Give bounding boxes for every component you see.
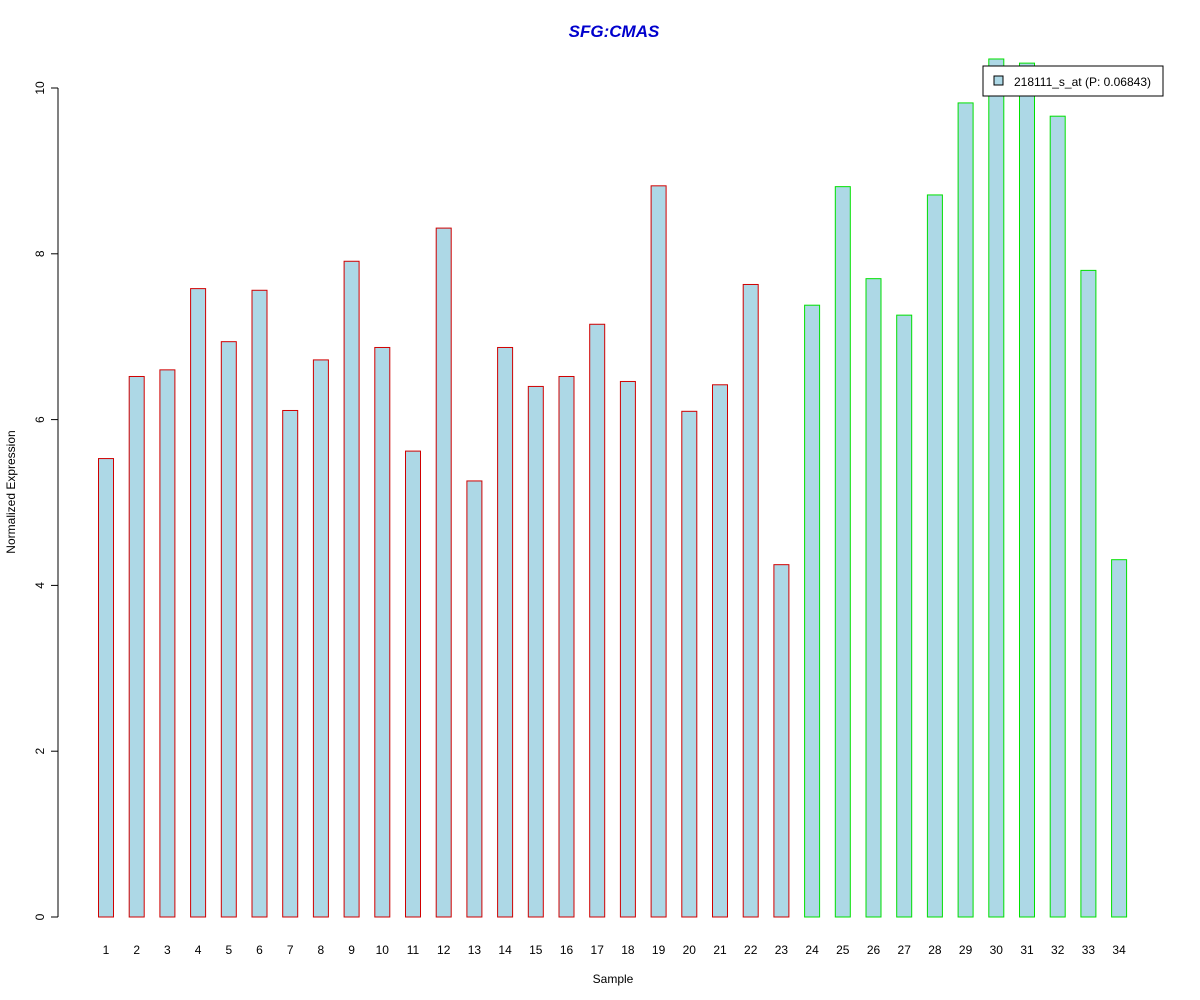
bar-sample-28 [926, 194, 943, 918]
x-tick-label: 15 [529, 943, 543, 957]
bar-sample-31 [1019, 62, 1035, 918]
bar-sample-5 [220, 341, 237, 918]
x-tick-label: 23 [775, 943, 789, 957]
bar-sample-32 [1049, 115, 1066, 918]
x-tick-label: 11 [407, 943, 420, 957]
bar-sample-10 [374, 346, 391, 918]
bar-sample-16 [558, 375, 575, 918]
x-tick-label: 3 [164, 943, 171, 957]
bar-sample-14 [497, 346, 514, 918]
bar-sample-20 [681, 410, 698, 918]
legend-entry-label: 218111_s_at (P: 0.06843) [1014, 75, 1151, 89]
x-tick-label: 24 [805, 943, 819, 957]
x-tick-label: 26 [867, 943, 881, 957]
y-tick-label: 6 [33, 416, 47, 423]
bar-sample-11 [405, 450, 421, 918]
y-axis: 0 2 4 6 8 10 [33, 81, 59, 920]
y-tick-label: 4 [33, 582, 47, 589]
x-tick-label: 8 [318, 943, 325, 957]
bar-sample-7 [282, 409, 299, 918]
bars [98, 58, 1128, 918]
x-tick-label: 5 [225, 943, 232, 957]
legend: 218111_s_at (P: 0.06843) [982, 65, 1164, 97]
bar-sample-12 [435, 227, 452, 918]
x-tick-label: 21 [713, 943, 727, 957]
bar-sample-25 [834, 186, 851, 918]
x-tick-label: 31 [1020, 943, 1034, 957]
bar-sample-4 [190, 288, 207, 918]
x-tick-label: 34 [1112, 943, 1126, 957]
x-tick-label: 22 [744, 943, 758, 957]
bar-sample-27 [896, 314, 913, 918]
y-tick-label: 2 [33, 748, 47, 755]
x-tick-label: 1 [103, 943, 110, 957]
bar-sample-33 [1080, 269, 1097, 918]
y-tick-label: 8 [33, 250, 47, 257]
x-tick-label: 17 [591, 943, 605, 957]
y-axis-label: Normalized Expression [4, 430, 18, 553]
x-tick-labels: 1 2 3 4 5 6 7 8 9 10 11 12 13 14 15 16 17 18 19 20 21 22 23 24 2… [103, 943, 1126, 957]
bar-sample-23 [773, 564, 790, 918]
bar-sample-6 [251, 289, 268, 918]
x-axis-label: Sample [593, 972, 634, 986]
bar-sample-30 [988, 58, 1005, 918]
bar-sample-19 [650, 185, 667, 918]
legend-swatch [993, 75, 1004, 86]
bar-sample-29 [957, 102, 974, 918]
x-tick-label: 6 [256, 943, 263, 957]
bar-sample-1 [98, 458, 114, 918]
x-tick-label: 18 [621, 943, 635, 957]
x-tick-label: 12 [437, 943, 451, 957]
bar-sample-21 [712, 384, 728, 918]
x-tick-label: 13 [468, 943, 482, 957]
bar-sample-17 [589, 323, 606, 918]
x-tick-label: 29 [959, 943, 973, 957]
bar-sample-2 [128, 375, 145, 918]
bar-sample-34 [1111, 559, 1128, 918]
bar-sample-22 [742, 283, 759, 918]
legend-box [982, 65, 1164, 97]
bar-sample-15 [527, 385, 544, 918]
x-tick-label: 9 [348, 943, 355, 957]
bar-sample-24 [804, 304, 821, 918]
bar-sample-8 [312, 359, 329, 918]
x-tick-label: 4 [195, 943, 202, 957]
x-tick-label: 14 [498, 943, 512, 957]
x-tick-label: 25 [836, 943, 850, 957]
y-tick-label: 0 [33, 913, 47, 920]
bar-sample-18 [619, 380, 636, 918]
chart-title: SFG:CMAS [569, 22, 660, 41]
x-tick-label: 33 [1082, 943, 1096, 957]
x-tick-label: 19 [652, 943, 666, 957]
bar-sample-9 [343, 260, 360, 918]
x-tick-label: 27 [898, 943, 912, 957]
x-tick-label: 2 [133, 943, 140, 957]
bar-sample-13 [466, 480, 483, 918]
bar-sample-26 [865, 278, 882, 918]
x-tick-label: 30 [990, 943, 1004, 957]
x-tick-label: 10 [376, 943, 390, 957]
x-tick-label: 32 [1051, 943, 1065, 957]
y-tick-label: 10 [33, 81, 47, 95]
bar-sample-3 [159, 369, 176, 918]
x-tick-label: 16 [560, 943, 574, 957]
x-tick-label: 7 [287, 943, 294, 957]
x-tick-label: 28 [928, 943, 942, 957]
x-tick-label: 20 [683, 943, 697, 957]
